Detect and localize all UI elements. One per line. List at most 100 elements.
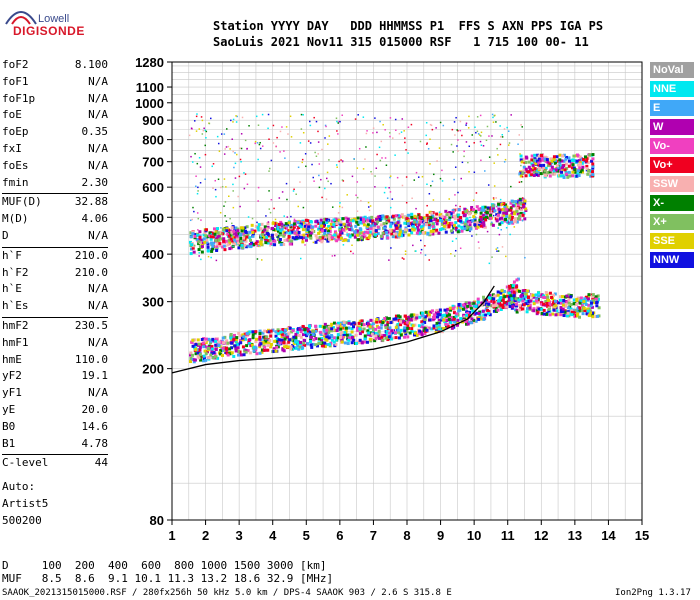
- echo-point: [296, 220, 300, 224]
- echo-point: [514, 302, 518, 306]
- echo-point: [579, 170, 583, 174]
- echo-point: [388, 259, 390, 261]
- echo-point: [232, 235, 236, 239]
- echo-point: [239, 226, 243, 230]
- echo-point: [514, 200, 518, 204]
- echo-point: [550, 296, 554, 300]
- echo-point: [573, 302, 577, 306]
- echo-point: [442, 124, 445, 127]
- header-line-2: SaoLuis 2021 Nov11 315 015000 RSF 1 715 …: [213, 35, 589, 49]
- echo-point: [199, 355, 203, 359]
- echo-point: [412, 244, 414, 247]
- echo-point: [241, 246, 245, 250]
- echo-point: [558, 158, 562, 162]
- echo-point: [572, 154, 576, 158]
- echo-point: [361, 330, 365, 334]
- echo-point: [495, 248, 497, 250]
- echo-point: [586, 169, 590, 173]
- param-key: yE: [2, 403, 16, 416]
- echo-point: [487, 300, 491, 304]
- echo-point: [514, 304, 518, 308]
- echo-point: [413, 219, 417, 223]
- echo-point: [443, 320, 447, 324]
- echo-point: [339, 120, 341, 123]
- echo-point: [383, 191, 386, 194]
- echo-point: [247, 244, 251, 248]
- echo-point: [225, 146, 228, 148]
- echo-point: [279, 130, 282, 133]
- echo-point: [225, 229, 229, 233]
- echo-point: [576, 312, 580, 316]
- echo-point: [376, 232, 380, 236]
- echo-point: [394, 314, 398, 318]
- echo-point: [320, 238, 324, 242]
- echo-point: [415, 225, 419, 229]
- param-key: h`F: [2, 248, 22, 262]
- echo-point: [326, 171, 329, 174]
- echo-point: [470, 228, 472, 230]
- echo-point: [510, 216, 514, 220]
- echo-point: [497, 227, 499, 229]
- echo-point: [216, 135, 219, 138]
- echo-point: [481, 213, 485, 217]
- echo-point: [425, 213, 429, 217]
- echo-point: [257, 200, 259, 202]
- param-value: N/A: [88, 282, 108, 296]
- echo-point: [408, 221, 412, 225]
- echo-point: [527, 303, 531, 307]
- echo-point: [406, 222, 410, 226]
- echo-point: [379, 159, 382, 162]
- echo-point: [276, 136, 278, 139]
- echo-point: [288, 242, 292, 246]
- echo-point: [358, 332, 362, 336]
- param-key: C-level: [2, 456, 49, 470]
- echo-point: [317, 337, 321, 341]
- echo-point: [452, 311, 456, 315]
- echo-point: [317, 141, 320, 143]
- echo-point: [332, 340, 336, 344]
- echo-point: [574, 167, 578, 171]
- echo-point: [365, 220, 369, 224]
- echo-point: [336, 166, 338, 168]
- param-row: yF1 N/A: [2, 386, 108, 402]
- echo-point: [332, 321, 336, 325]
- echo-point: [259, 242, 263, 246]
- echo-point: [310, 345, 314, 349]
- echo-point: [214, 345, 218, 349]
- echo-point: [356, 238, 360, 242]
- echo-point: [469, 306, 473, 310]
- echo-point: [251, 333, 255, 337]
- echo-point: [234, 177, 237, 179]
- echo-point: [307, 225, 311, 229]
- echo-point: [296, 341, 300, 345]
- echo-point: [454, 249, 457, 252]
- echo-point: [251, 231, 255, 235]
- echo-point: [239, 205, 241, 208]
- echo-point: [580, 161, 584, 165]
- echo-point: [439, 228, 443, 232]
- echo-point: [420, 252, 422, 254]
- echo-point: [335, 239, 339, 243]
- echo-point: [443, 308, 447, 312]
- echo-point: [404, 141, 406, 144]
- echo-point: [504, 207, 508, 211]
- echo-point: [205, 130, 208, 133]
- echo-point: [360, 323, 364, 327]
- echo-point: [389, 332, 393, 336]
- echo-point: [379, 234, 383, 238]
- echo-point: [483, 225, 487, 229]
- echo-point: [309, 219, 313, 223]
- echo-point: [344, 329, 348, 333]
- echo-point: [331, 255, 334, 257]
- echo-point: [271, 328, 275, 332]
- echo-point: [474, 210, 478, 214]
- echo-point: [210, 256, 212, 259]
- param-value: N/A: [88, 158, 108, 172]
- echo-point: [336, 336, 340, 340]
- echo-point: [415, 171, 418, 174]
- echo-point: [230, 341, 234, 345]
- echo-point: [576, 314, 580, 318]
- echo-point: [196, 354, 200, 358]
- echo-point: [311, 333, 315, 337]
- echo-point: [420, 229, 424, 233]
